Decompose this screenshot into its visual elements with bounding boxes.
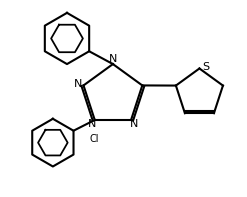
Text: N: N (130, 119, 138, 129)
Text: N: N (74, 79, 83, 89)
Text: N: N (87, 119, 96, 129)
Text: S: S (202, 62, 209, 72)
Text: Cl: Cl (89, 134, 99, 144)
Text: N: N (109, 54, 117, 64)
